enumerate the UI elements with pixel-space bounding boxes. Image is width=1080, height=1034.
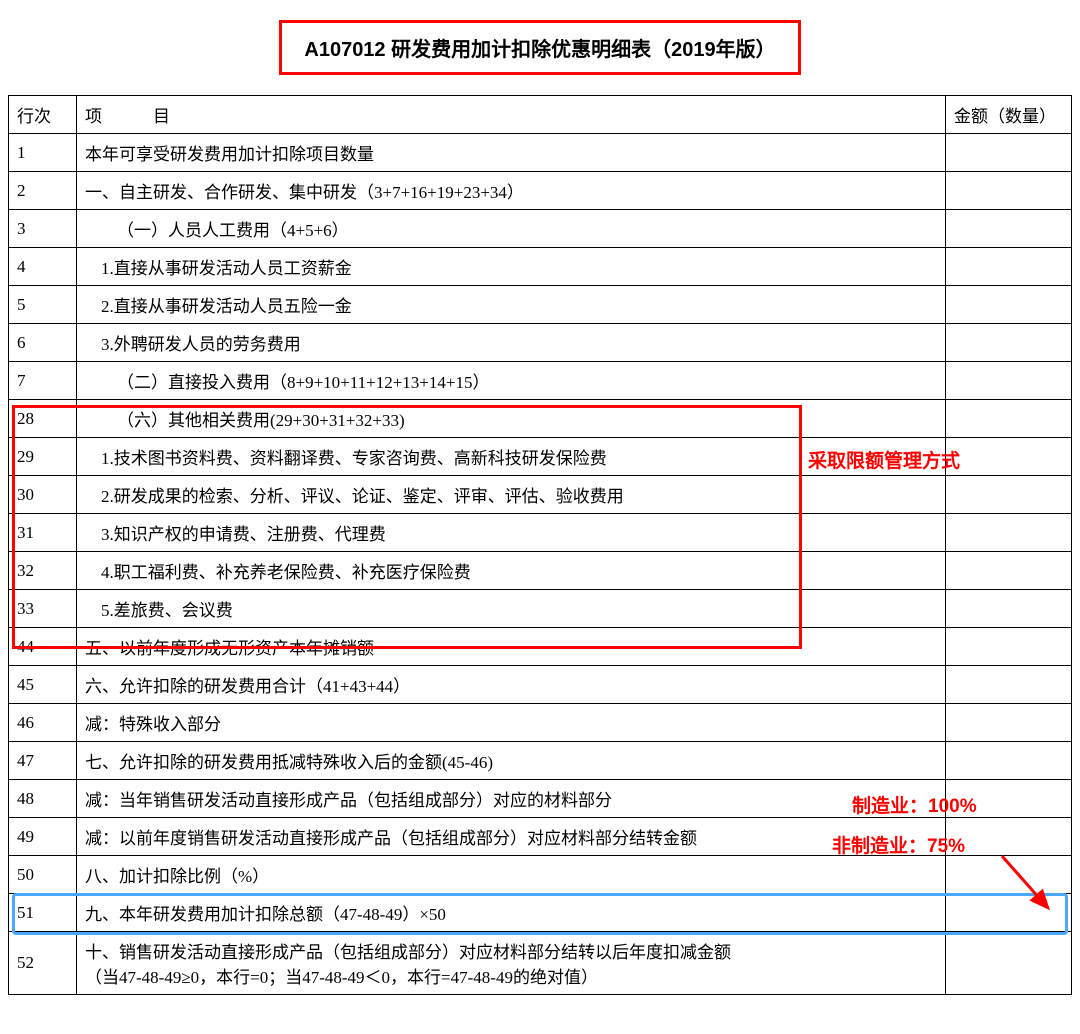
row-amount [946,666,1072,704]
row-item: 本年可享受研发费用加计扣除项目数量 [77,134,946,172]
table-row: 52十、销售研发活动直接形成产品（包括组成部分）对应材料部分结转以后年度扣减金额… [9,932,1072,995]
row-amount [946,780,1072,818]
table-row: 313.知识产权的申请费、注册费、代理费 [9,514,1072,552]
row-amount [946,400,1072,438]
table-row: 291.技术图书资料费、资料翻译费、专家咨询费、高新科技研发保险费 [9,438,1072,476]
row-number: 7 [9,362,77,400]
row-item: 十、销售研发活动直接形成产品（包括组成部分）对应材料部分结转以后年度扣减金额（当… [77,932,946,995]
row-number: 44 [9,628,77,666]
row-number: 51 [9,894,77,932]
row-item: 5.差旅费、会议费 [77,590,946,628]
row-item: 3.知识产权的申请费、注册费、代理费 [77,514,946,552]
table-row: 49减：以前年度销售研发活动直接形成产品（包括组成部分）对应材料部分结转金额 [9,818,1072,856]
table-row: 335.差旅费、会议费 [9,590,1072,628]
title-wrapper: A107012 研发费用加计扣除优惠明细表（2019年版） [8,8,1072,75]
table-header-row: 行次 项 目 金额（数量） [9,96,1072,134]
row-number: 31 [9,514,77,552]
row-item: 减：当年销售研发活动直接形成产品（包括组成部分）对应的材料部分 [77,780,946,818]
table-row: 48减：当年销售研发活动直接形成产品（包括组成部分）对应的材料部分 [9,780,1072,818]
header-num: 行次 [9,96,77,134]
row-number: 33 [9,590,77,628]
table-row: 7（二）直接投入费用（8+9+10+11+12+13+14+15） [9,362,1072,400]
table-row: 50八、加计扣除比例（%） [9,856,1072,894]
row-number: 52 [9,932,77,995]
table-row: 46减：特殊收入部分 [9,704,1072,742]
row-number: 46 [9,704,77,742]
row-amount [946,476,1072,514]
row-number: 49 [9,818,77,856]
row-amount [946,210,1072,248]
table-row: 1本年可享受研发费用加计扣除项目数量 [9,134,1072,172]
page-container: A107012 研发费用加计扣除优惠明细表（2019年版） 行次 项 目 金额（… [8,8,1072,995]
row-amount [946,514,1072,552]
main-table: 行次 项 目 金额（数量） 1本年可享受研发费用加计扣除项目数量2一、自主研发、… [8,95,1072,995]
row-number: 47 [9,742,77,780]
row-number: 4 [9,248,77,286]
row-amount [946,590,1072,628]
header-item: 项 目 [77,96,946,134]
table-row: 3（一）人员人工费用（4+5+6） [9,210,1072,248]
row-item: （六）其他相关费用(29+30+31+32+33) [77,400,946,438]
row-number: 3 [9,210,77,248]
row-number: 5 [9,286,77,324]
row-amount [946,134,1072,172]
row-amount [946,248,1072,286]
row-amount [946,438,1072,476]
row-item: 1.直接从事研发活动人员工资薪金 [77,248,946,286]
table-body: 1本年可享受研发费用加计扣除项目数量2一、自主研发、合作研发、集中研发（3+7+… [9,134,1072,995]
table-row: 51九、本年研发费用加计扣除总额（47-48-49）×50 [9,894,1072,932]
table-row: 2一、自主研发、合作研发、集中研发（3+7+16+19+23+34） [9,172,1072,210]
row-amount [946,856,1072,894]
row-number: 1 [9,134,77,172]
row-amount [946,286,1072,324]
row-item: 2.直接从事研发活动人员五险一金 [77,286,946,324]
header-amount: 金额（数量） [946,96,1072,134]
row-number: 48 [9,780,77,818]
document-title: A107012 研发费用加计扣除优惠明细表（2019年版） [279,20,800,75]
row-number: 29 [9,438,77,476]
table-row: 47七、允许扣除的研发费用抵减特殊收入后的金额(45-46) [9,742,1072,780]
row-amount [946,704,1072,742]
row-item: 五、以前年度形成无形资产本年摊销额 [77,628,946,666]
row-amount [946,628,1072,666]
row-item: 减：以前年度销售研发活动直接形成产品（包括组成部分）对应材料部分结转金额 [77,818,946,856]
row-amount [946,172,1072,210]
row-amount [946,932,1072,995]
row-number: 2 [9,172,77,210]
row-item: 2.研发成果的检索、分析、评议、论证、鉴定、评审、评估、验收费用 [77,476,946,514]
table-row: 28（六）其他相关费用(29+30+31+32+33) [9,400,1072,438]
row-item: 4.职工福利费、补充养老保险费、补充医疗保险费 [77,552,946,590]
table-row: 44五、以前年度形成无形资产本年摊销额 [9,628,1072,666]
row-item: 九、本年研发费用加计扣除总额（47-48-49）×50 [77,894,946,932]
row-amount [946,894,1072,932]
row-amount [946,742,1072,780]
table-row: 45六、允许扣除的研发费用合计（41+43+44） [9,666,1072,704]
row-item: （二）直接投入费用（8+9+10+11+12+13+14+15） [77,362,946,400]
table-row: 302.研发成果的检索、分析、评议、论证、鉴定、评审、评估、验收费用 [9,476,1072,514]
row-amount [946,818,1072,856]
row-item: 减：特殊收入部分 [77,704,946,742]
row-number: 28 [9,400,77,438]
row-number: 6 [9,324,77,362]
row-item: 一、自主研发、合作研发、集中研发（3+7+16+19+23+34） [77,172,946,210]
row-amount [946,362,1072,400]
row-item: 3.外聘研发人员的劳务费用 [77,324,946,362]
table-row: 324.职工福利费、补充养老保险费、补充医疗保险费 [9,552,1072,590]
header-item-text: 项 目 [85,107,187,126]
row-amount [946,324,1072,362]
row-item: 六、允许扣除的研发费用合计（41+43+44） [77,666,946,704]
table-row: 52.直接从事研发活动人员五险一金 [9,286,1072,324]
row-number: 30 [9,476,77,514]
row-number: 50 [9,856,77,894]
row-number: 45 [9,666,77,704]
row-amount [946,552,1072,590]
row-item: 七、允许扣除的研发费用抵减特殊收入后的金额(45-46) [77,742,946,780]
table-row: 41.直接从事研发活动人员工资薪金 [9,248,1072,286]
row-item: （一）人员人工费用（4+5+6） [77,210,946,248]
row-number: 32 [9,552,77,590]
row-item: 八、加计扣除比例（%） [77,856,946,894]
table-row: 63.外聘研发人员的劳务费用 [9,324,1072,362]
row-item: 1.技术图书资料费、资料翻译费、专家咨询费、高新科技研发保险费 [77,438,946,476]
